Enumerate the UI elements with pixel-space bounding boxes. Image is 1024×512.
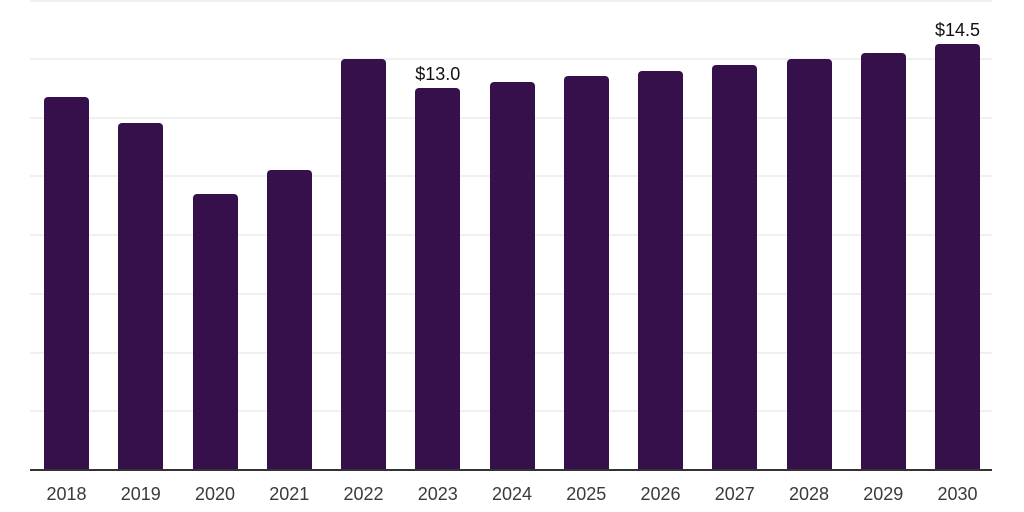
x-tick-2018: 2018 [46,484,87,504]
bar-2027 [712,64,758,470]
bar-2025 [563,76,609,470]
bar-2024 [489,82,535,470]
bar-2018 [44,96,89,470]
x-tick-2028: 2028 [788,484,830,504]
x-tick-2022: 2022 [343,484,384,504]
bar-2029 [860,52,906,470]
x-tick-2029: 2029 [863,484,904,504]
x-tick-2027: 2027 [714,484,755,504]
x-tick-2023: 2023 [417,484,458,504]
x-tick-2021: 2021 [269,484,310,504]
x-tick-2019: 2019 [120,484,161,504]
bar-2019 [118,123,164,470]
bar-2026 [638,70,683,470]
bar-2021 [266,170,312,470]
x-tick-2026: 2026 [640,484,681,504]
x-tick-2020: 2020 [194,484,236,504]
x-tick-2025: 2025 [566,484,607,504]
x-tick-2030: 2030 [937,484,978,504]
bar-2020 [192,193,238,470]
data-label-2030: $14.5 [934,20,981,41]
x-axis-line [30,469,992,471]
bar-2030 [935,44,980,470]
bar-2022 [341,58,386,470]
data-label-2023: $13.0 [415,64,461,85]
gridline-14 [30,57,992,60]
bar-2028 [786,58,832,470]
bar-2023 [415,88,461,470]
gridline-16 [30,0,992,2]
x-tick-2024: 2024 [491,484,533,504]
